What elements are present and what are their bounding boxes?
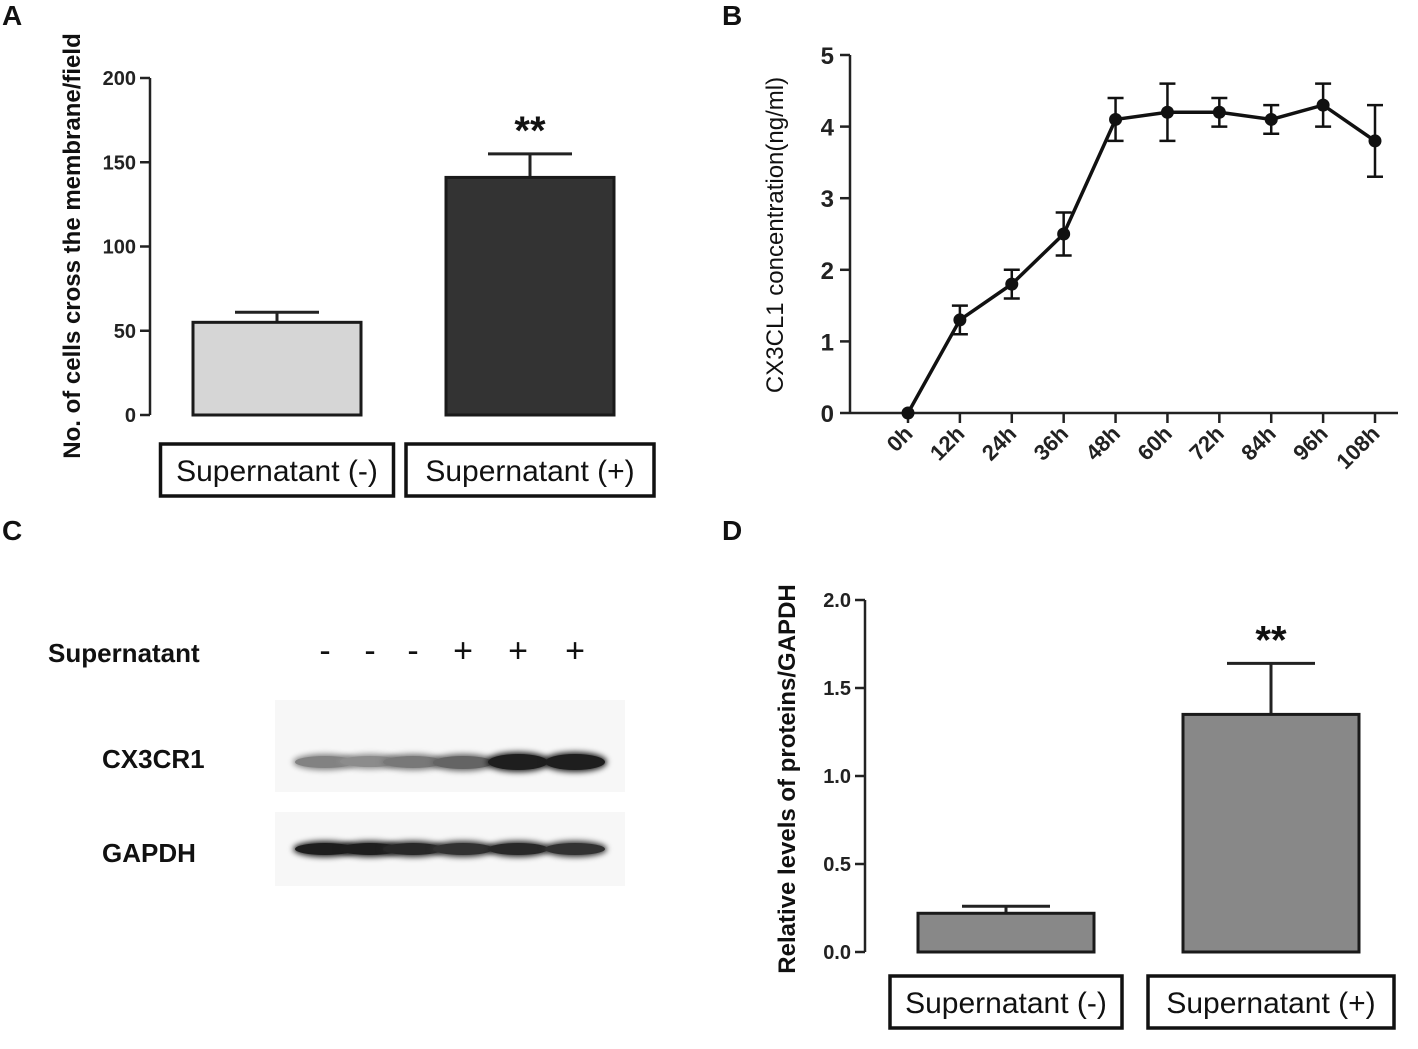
x-tick-label: 12h — [925, 421, 969, 465]
category-label: Supernatant (+) — [425, 455, 634, 488]
x-tick-label: 24h — [977, 421, 1021, 465]
y-tick-label: 50 — [114, 321, 136, 343]
y-tick-label: 100 — [103, 237, 136, 259]
data-point — [953, 313, 967, 327]
wb-lane-sign: - — [319, 632, 331, 670]
chart-a: 0 50 100 150 200 No. of cells cross the membr… — [59, 33, 656, 498]
data-point — [1264, 112, 1278, 126]
bar — [1181, 712, 1361, 954]
wb-band-gapdh — [295, 843, 355, 855]
data-point — [1160, 105, 1174, 119]
significance-annotation: ** — [514, 109, 546, 153]
category-label-box — [1146, 974, 1396, 1030]
wb-row-label: Supernatant — [48, 638, 200, 668]
wb-lane-sign: + — [508, 632, 528, 670]
significance-annotation: ** — [1255, 618, 1287, 662]
panel-letter-d: D — [722, 515, 743, 546]
wb-lane-sign: + — [453, 632, 473, 670]
wb-lane-sign: - — [364, 632, 376, 670]
bar — [444, 175, 616, 417]
wb-blot-cx3cr1 — [275, 700, 625, 792]
y-tick-label: 4 — [821, 115, 835, 142]
category-label: Supernatant (-) — [176, 455, 378, 488]
wb-band-cx3cr1 — [383, 756, 443, 768]
category-label-box — [404, 442, 656, 498]
wb-band-gapdh — [488, 843, 548, 855]
data-point — [1005, 277, 1019, 291]
x-tick-label: 72h — [1184, 421, 1228, 465]
x-tick-label: 96h — [1288, 421, 1332, 465]
chart-b: 0 1 2 3 4 5 CX3CL1 concentration(ng/ml) 0h 12h 24… — [762, 43, 1398, 474]
category-label: Supernatant (-) — [905, 987, 1107, 1020]
wb-band-gapdh — [383, 843, 443, 855]
y-tick-label: 0.0 — [823, 942, 851, 964]
category-label-box — [158, 442, 396, 498]
y-axis-title: No. of cells cross the membrane/field — [59, 33, 86, 458]
wb-band-gapdh — [433, 843, 493, 855]
data-point — [901, 406, 915, 420]
y-tick-label: 200 — [103, 68, 136, 90]
y-axis-title: Relative levels of proteins/GAPDH — [774, 584, 801, 973]
chart-d: 0.0 0.5 1.0 1.5 2.0 Relative levels of protei… — [774, 584, 1396, 1030]
y-tick-label: 150 — [103, 152, 136, 174]
wb-band-cx3cr1 — [433, 756, 493, 769]
y-tick-label: 2 — [821, 258, 834, 285]
y-tick-label: 1.0 — [823, 766, 851, 788]
series-line — [906, 103, 1376, 414]
western-blot-panel: Supernatant - - - + + + CX3CR1 GAPDH — [0, 520, 700, 1040]
panel-letter-c: C — [2, 515, 23, 546]
category-label: Supernatant (+) — [1166, 987, 1375, 1020]
y-tick-label: 1 — [821, 329, 834, 356]
wb-band-cx3cr1 — [545, 754, 605, 770]
y-tick-label: 1.5 — [823, 678, 851, 700]
bar — [916, 911, 1096, 954]
wb-protein-gapdh-label: GAPDH — [102, 838, 196, 868]
data-point — [1368, 134, 1382, 148]
category-label-box — [888, 974, 1124, 1030]
y-tick-label: 5 — [821, 43, 834, 70]
data-point — [1109, 112, 1123, 126]
x-tick-label: 36h — [1029, 421, 1073, 465]
wb-band-cx3cr1 — [488, 754, 548, 770]
wb-band-cx3cr1 — [340, 756, 400, 767]
y-tick-label: 0 — [125, 405, 136, 427]
x-tick-label: 84h — [1236, 421, 1280, 465]
y-axis-title: CX3CL1 concentration(ng/ml) — [762, 77, 789, 393]
y-tick-label: 0.5 — [823, 854, 851, 876]
wb-band-gapdh — [545, 843, 605, 855]
x-tick-label: 108h — [1331, 421, 1384, 474]
x-tick-label: 60h — [1132, 421, 1176, 465]
x-tick-label: 48h — [1081, 421, 1125, 465]
y-tick-label: 0 — [821, 401, 834, 428]
data-point — [1212, 105, 1226, 119]
y-tick-label: 2.0 — [823, 590, 851, 612]
wb-lane-sign: - — [407, 632, 419, 670]
panel-letter-b: B — [722, 0, 743, 31]
panel-letter-a: A — [2, 0, 23, 31]
y-tick-label: 3 — [821, 186, 834, 213]
wb-lane-sign: + — [565, 632, 585, 670]
wb-band-cx3cr1 — [295, 756, 355, 768]
x-tick-label: 0h — [882, 421, 918, 457]
bar — [191, 320, 363, 417]
data-point — [1316, 98, 1330, 112]
data-point — [1057, 227, 1071, 241]
wb-protein-cx3cr1-label: CX3CR1 — [102, 744, 205, 774]
